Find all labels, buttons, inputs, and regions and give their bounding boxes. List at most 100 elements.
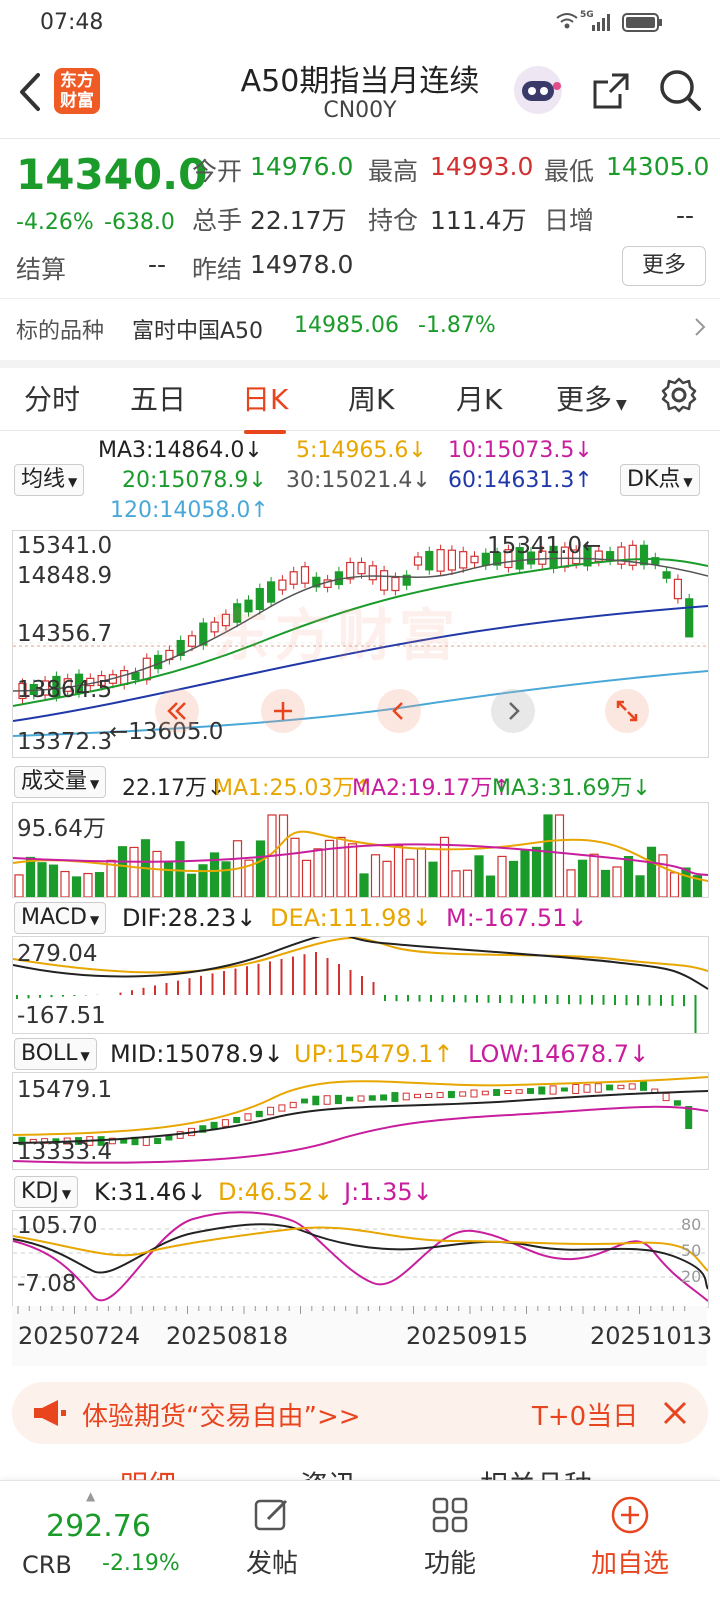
volume-bar	[186, 873, 197, 897]
crb-ticker[interactable]: ▲ 292.76 CRB -2.19%	[16, 1489, 196, 1599]
lower-tabs: 明细 资讯 相关品种	[0, 1458, 720, 1482]
tab-monthly-k[interactable]: 月K	[456, 383, 503, 416]
boll-candle	[267, 1106, 275, 1116]
underlying-row[interactable]: 标的品种 富时中国A50 14985.06 -1.87%	[0, 298, 720, 353]
ma3-label: MA3:14864.0↓	[98, 438, 263, 463]
volume-bar	[577, 859, 588, 897]
boll-chart[interactable]: 15479.1 13333.4	[12, 1072, 709, 1170]
ma30-label: 30:15021.4↓	[286, 468, 431, 493]
high-label: 最高	[368, 157, 419, 186]
back-icon[interactable]	[16, 72, 42, 116]
volume-bar	[14, 874, 24, 897]
boll-svg	[13, 1076, 708, 1164]
caret-down-icon: ▼	[683, 475, 693, 489]
volume-current: 22.17万↓	[122, 776, 226, 801]
volume-bar	[83, 872, 93, 897]
kline-chart[interactable]: 东方财富 15341.0 14848.9 14356.7 13864.5 133…	[12, 530, 709, 758]
plus-circle-icon	[610, 1496, 650, 1539]
volume-bar	[278, 814, 289, 897]
ma5-label: 5:14965.6↓	[296, 438, 427, 463]
macd-selector[interactable]: MACD ▼	[14, 902, 107, 934]
tab-intraday[interactable]: 分时	[24, 383, 81, 416]
settings-gear-icon[interactable]	[660, 376, 698, 418]
daily-inc-value: --	[676, 201, 695, 230]
tab-details[interactable]: 明细	[120, 1464, 176, 1482]
boll-selector[interactable]: BOLL ▼	[14, 1038, 97, 1070]
volume-bar	[370, 854, 381, 897]
boll-up: UP:15479.1↑	[294, 1040, 454, 1068]
scroll-right-icon[interactable]	[491, 689, 535, 733]
ma120-label: 120:14058.0↑	[110, 498, 269, 523]
zoom-in-icon[interactable]	[261, 689, 305, 733]
boll-mid: MID:15078.9↓	[110, 1040, 284, 1068]
volume-chart[interactable]: 95.64万	[12, 802, 709, 898]
search-icon[interactable]	[658, 68, 702, 116]
tab-news[interactable]: 资讯	[300, 1464, 356, 1482]
candle-body	[63, 678, 72, 692]
volume-bar	[48, 864, 59, 897]
ma-selector[interactable]: 均线 ▼	[14, 464, 85, 496]
more-button[interactable]: 更多	[622, 246, 706, 286]
app-logo[interactable]: 东方财富	[54, 68, 100, 114]
add-watchlist-button[interactable]: 加自选	[570, 1495, 690, 1580]
boll-candle	[617, 1084, 625, 1090]
robot-assistant-icon[interactable]	[512, 64, 564, 120]
post-button[interactable]: 发帖	[212, 1495, 332, 1580]
boll-candle	[312, 1095, 320, 1106]
volume-bar	[554, 814, 565, 897]
volume-bar	[244, 859, 254, 897]
candle-body	[312, 576, 321, 588]
underlying-price: 14985.06	[294, 313, 399, 338]
kdj-ref-20: 20	[681, 1267, 702, 1286]
kdj-selector[interactable]: KDJ ▼	[14, 1176, 79, 1208]
tab-more[interactable]: 更多 ▼	[556, 378, 627, 418]
candle-body	[176, 639, 185, 657]
candle-body	[685, 598, 694, 638]
prev-settle-label: 昨结	[192, 255, 243, 284]
volume-bar	[175, 841, 185, 897]
macd-m: M:-167.51↓	[446, 904, 588, 932]
banner-text: 体验期货“交易自由”>>	[82, 1402, 361, 1432]
dk-button[interactable]: DK点 ▼	[620, 464, 700, 496]
volume-bar	[474, 855, 484, 897]
fullscreen-icon[interactable]	[605, 689, 649, 733]
candle-body	[346, 561, 355, 580]
scroll-left-icon[interactable]	[377, 689, 421, 733]
volume-bar	[324, 839, 335, 897]
kdj-chart[interactable]: 105.70 -7.08 80 50 20	[12, 1210, 709, 1308]
volume-bar	[106, 859, 116, 897]
candle-body	[300, 566, 310, 584]
caret-down-icon: ▼	[80, 1049, 90, 1063]
tab-weekly-k[interactable]: 周K	[348, 383, 395, 416]
candle-body	[199, 622, 208, 646]
boll-candle	[481, 1090, 489, 1096]
candle-body	[244, 599, 253, 613]
share-icon[interactable]	[590, 70, 632, 116]
change-value: -638.0	[104, 210, 175, 235]
candle-body	[86, 677, 95, 687]
tab-daily-k[interactable]: 日K	[242, 378, 288, 434]
edit-icon	[252, 1499, 292, 1539]
logo-text: 东方财富	[60, 71, 94, 111]
promo-banner[interactable]: 体验期货“交易自由”>> T+0当日	[12, 1382, 708, 1444]
volume-label: 总手	[192, 206, 243, 235]
volume-bar	[393, 845, 404, 897]
oi-label: 持仓	[368, 206, 419, 235]
macd-chart[interactable]: 279.04 -167.51	[12, 936, 709, 1034]
tab-related[interactable]: 相关品种	[480, 1464, 592, 1482]
volume-selector[interactable]: 成交量 ▼	[14, 766, 107, 798]
wifi-icon	[556, 12, 578, 34]
candle-body	[380, 570, 389, 591]
function-button[interactable]: 功能	[390, 1495, 510, 1580]
caret-down-icon: ▼	[616, 397, 627, 413]
double-left-icon[interactable]	[155, 689, 199, 733]
candle-body	[120, 670, 129, 685]
tab-five-day[interactable]: 五日	[130, 383, 187, 416]
candle-body	[459, 551, 468, 569]
boll-candle	[538, 1086, 546, 1095]
candle-body	[368, 565, 377, 581]
grid-icon	[430, 1497, 470, 1539]
candle-body	[504, 549, 513, 569]
close-icon[interactable]	[660, 1398, 690, 1432]
boll-candle	[41, 1138, 49, 1144]
